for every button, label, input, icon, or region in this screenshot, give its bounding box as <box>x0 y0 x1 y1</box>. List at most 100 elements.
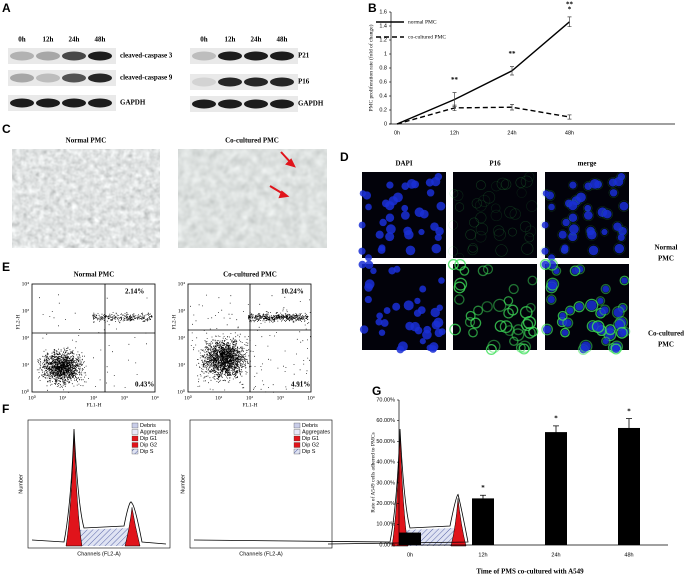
quadrant-percent: 0.43% <box>135 381 154 389</box>
p16-signal <box>495 244 508 257</box>
nucleus <box>571 267 579 275</box>
p16-signal <box>560 327 570 338</box>
p16-signal <box>565 305 576 316</box>
x-tick-label: 10² <box>246 395 254 401</box>
y-tick-label: 60.00% <box>376 418 395 424</box>
y-axis-label: FL2-H <box>171 314 177 329</box>
nucleus <box>561 244 569 252</box>
image-title: Co-cultured PMC <box>225 137 279 145</box>
nucleus <box>621 277 628 284</box>
y-tick-label: 40.00% <box>376 460 395 466</box>
nucleus <box>419 209 429 219</box>
p16-signal <box>600 283 611 295</box>
y-tick-label: 0.00% <box>379 542 395 548</box>
error-bar <box>553 425 559 439</box>
band <box>218 99 242 109</box>
p16-signal <box>482 191 496 204</box>
nucleus <box>600 306 609 314</box>
y-axis-label: Number <box>180 474 186 494</box>
panel-letter: E <box>2 260 10 274</box>
arrows <box>269 151 296 199</box>
p16-signal <box>591 320 605 334</box>
x-axis-label: Time of PMS co-cultured with A549 <box>476 568 584 576</box>
nucleus <box>587 229 597 240</box>
y-axis-label: Number <box>18 474 24 494</box>
y-tick-label: 10² <box>22 335 30 341</box>
nucleus <box>431 320 441 330</box>
band <box>10 51 34 61</box>
nucleus <box>438 277 445 284</box>
significance-label: * <box>554 415 558 423</box>
row-label: GAPDH <box>120 99 146 107</box>
p16-signal <box>608 187 619 198</box>
y-axis-label: FL2-H <box>15 314 21 329</box>
p16-signal <box>520 175 533 188</box>
p16-signal <box>562 317 574 329</box>
nucleus <box>393 192 403 203</box>
panel-letter: C <box>2 122 11 136</box>
plot-frame <box>27 419 171 549</box>
p16-signal <box>509 336 519 346</box>
p16-signal <box>560 243 570 253</box>
band <box>88 73 112 83</box>
nucleus <box>569 224 579 234</box>
nucleus <box>431 176 441 187</box>
p16-signal <box>600 227 609 237</box>
nucleus <box>405 245 416 256</box>
legend-swatch <box>293 435 301 442</box>
y-tick-label: 0.8 <box>379 65 387 71</box>
lane-label: 48h <box>95 36 106 44</box>
p16-signal <box>491 203 501 213</box>
legend-label: Dip S <box>302 449 316 455</box>
lane-label: 24h <box>69 36 80 44</box>
nucleus <box>613 222 622 231</box>
nucleus <box>609 189 618 197</box>
nucleus <box>584 204 592 212</box>
plot-frame <box>31 283 156 393</box>
error-bar <box>567 114 572 120</box>
y-tick-label: 1.6 <box>379 9 387 15</box>
nucleus <box>541 260 550 269</box>
p16-signal <box>470 317 482 329</box>
nucleus <box>401 204 409 212</box>
nucleus <box>431 243 442 254</box>
p16-signal <box>448 246 458 257</box>
y-tick-label: 10³ <box>178 308 186 314</box>
x-tick-label: 10¹ <box>59 395 67 401</box>
nucleus <box>400 211 410 220</box>
p16-signal <box>478 194 491 207</box>
y-tick-label: 0.2 <box>379 107 387 113</box>
nucleus <box>364 295 372 304</box>
band <box>36 98 60 108</box>
p16-signal <box>452 190 464 201</box>
nucleus <box>358 247 366 255</box>
x-tick-label: 10² <box>90 395 98 401</box>
x-axis-label: FL1-H <box>243 402 258 408</box>
row-label: cleaved-caspase 9 <box>120 74 173 82</box>
nucleus <box>364 279 375 289</box>
p16-signal <box>493 228 506 241</box>
error-bar <box>626 418 632 438</box>
y-tick-label: 0.6 <box>379 79 387 85</box>
p16-signal <box>516 187 527 198</box>
x-tick-label: 10⁴ <box>151 395 159 401</box>
p16-signal <box>569 265 581 277</box>
panel-letter: D <box>340 150 349 164</box>
nucleus <box>434 328 444 338</box>
legend-label: Debris <box>140 423 156 429</box>
p16-signal <box>507 304 519 316</box>
histogram-outline <box>193 428 469 545</box>
legend-swatch <box>131 448 139 455</box>
p16-signal <box>454 277 468 291</box>
p16-signal <box>468 243 478 253</box>
y-tick-label: 10⁰ <box>177 388 186 395</box>
panel-letter: F <box>2 402 9 416</box>
legend-label: Dip G2 <box>302 442 319 448</box>
p16-signal <box>465 310 476 321</box>
x-axis-label: Channels (FL2-A) <box>239 551 283 557</box>
nucleus <box>430 307 440 318</box>
legend-label: Aggregates <box>302 429 330 435</box>
p16-signal <box>487 339 501 353</box>
p16-signal <box>454 252 465 263</box>
